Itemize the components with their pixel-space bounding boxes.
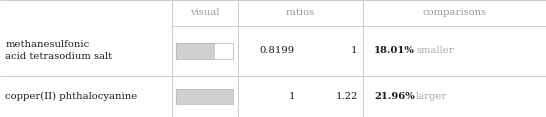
Text: methanesulfonic
acid tetrasodium salt: methanesulfonic acid tetrasodium salt [5,40,112,61]
Text: copper(II) phthalocyanine: copper(II) phthalocyanine [5,92,138,101]
Text: 1.22: 1.22 [335,92,358,101]
Text: comparisons: comparisons [423,8,486,17]
Bar [176,89,233,104]
Text: larger: larger [416,92,447,101]
Text: visual: visual [190,8,219,17]
Text: 0.8199: 0.8199 [260,46,295,55]
Text: smaller: smaller [416,46,454,55]
Text: 21.96%: 21.96% [374,92,415,101]
Text: 1: 1 [288,92,295,101]
Bar [176,89,233,104]
Text: ratios: ratios [286,8,315,17]
Bar [176,43,215,58]
Bar [176,43,233,58]
Text: 18.01%: 18.01% [374,46,415,55]
Text: 1: 1 [351,46,358,55]
